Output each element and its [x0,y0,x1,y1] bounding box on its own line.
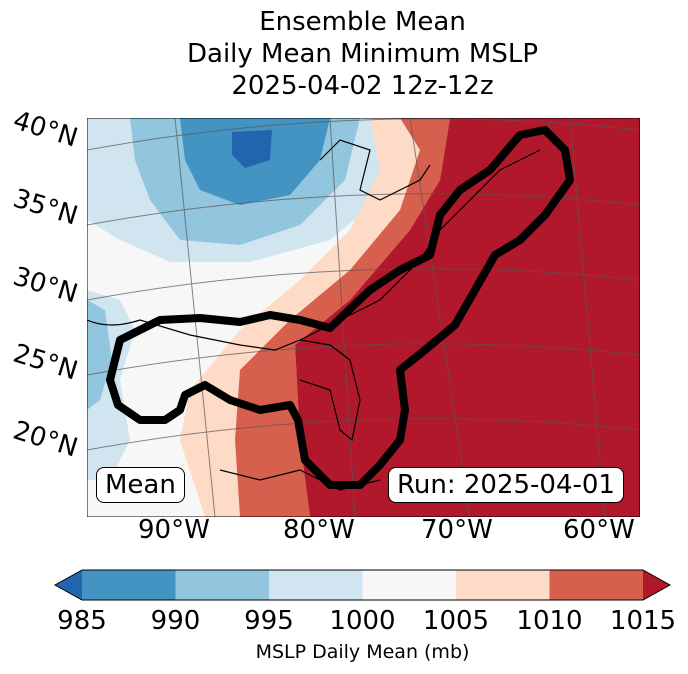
colorbar-tick-1000: 1000 [329,606,396,636]
colorbar [53,569,672,601]
lon-label-80w: 80°W [283,515,355,545]
lat-label-30: 30°N [9,261,82,310]
lat-label-35: 35°N [9,183,82,232]
contour-outline [106,126,574,489]
colorbar-label: MSLP Daily Mean (mb) [255,641,470,663]
lat-label-40: 40°N [9,105,82,154]
run-date-label: Run: 2025-04-01 [388,467,624,503]
region-over-1015 [295,118,640,517]
colorbar-tick-1010: 1010 [516,606,583,636]
colorbar-over-extension [643,570,670,600]
colorbar-segment-995-1000 [269,570,363,600]
mean-label: Mean [96,467,185,503]
title-line-1: Ensemble Mean [259,7,466,37]
lon-label-70w: 70°W [421,515,493,545]
colorbar-segment-1000-1005 [362,570,456,600]
region-under-985 [232,130,272,168]
colorbar-tick-1015: 1015 [609,606,677,636]
colorbar-tick-985: 985 [57,606,107,636]
title-line-3: 2025-04-02 12z-12z [231,71,494,101]
region-990-995 [87,300,112,410]
colorbar-tick-1005: 1005 [422,606,490,636]
lat-label-25: 25°N [9,338,82,387]
region-1010-1015 [235,118,450,517]
region-1005-1010 [180,118,420,517]
colorbar-segment-1005-1010 [456,570,550,600]
colorbar-segment-985-990 [82,570,176,600]
colorbar-segment-990-995 [175,570,269,600]
lon-label-90w: 90°W [138,515,210,545]
lat-label-20: 20°N [9,415,82,464]
colorbar-tick-990: 990 [150,606,201,636]
colorbar-segment-1010-1015 [549,570,643,600]
colorbar-under-extension [55,570,82,600]
mslp-map [87,118,640,517]
lon-label-60w: 60°W [563,515,635,545]
colorbar-tick-995: 995 [244,606,294,636]
title-line-2: Daily Mean Minimum MSLP [186,39,538,69]
